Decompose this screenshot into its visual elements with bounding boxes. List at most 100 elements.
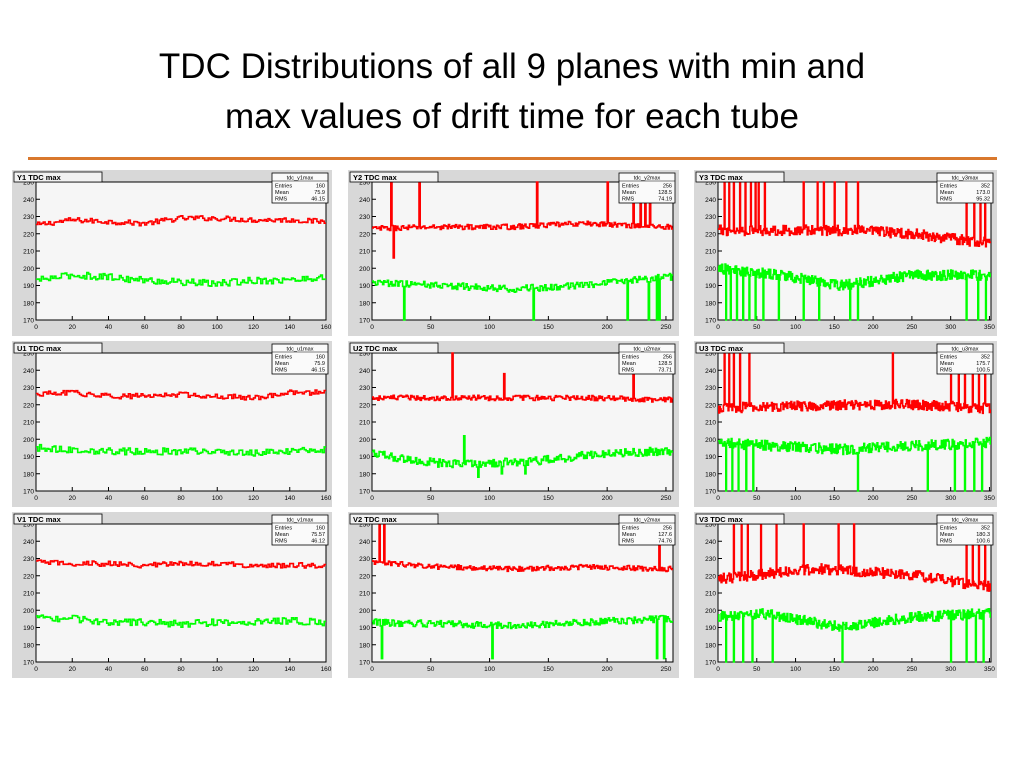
- y-tick-label: 170: [359, 660, 370, 667]
- stats-label: Entries: [940, 526, 957, 532]
- stats-value: 256: [663, 526, 672, 532]
- x-tick-label: 200: [868, 324, 879, 331]
- x-tick-label: 150: [829, 666, 840, 673]
- y-tick-label: 220: [359, 402, 370, 409]
- histogram-svg: 170 180 190 200 210 220 230 240 250 0 50 100 150 200 2…: [695, 513, 995, 673]
- stats-label: Entries: [622, 184, 639, 190]
- stats-label: RMS: [622, 197, 635, 203]
- histogram-title: V2 TDC max: [349, 513, 439, 525]
- title-box: [13, 171, 103, 183]
- max-series-line: [372, 352, 673, 403]
- stats-box-frame: [936, 514, 994, 546]
- min-series-line: [36, 614, 326, 628]
- min-series-line: [718, 608, 991, 663]
- min-series-line: [718, 436, 991, 492]
- y-tick-label: 170: [23, 318, 34, 325]
- x-tick-label: 350: [984, 495, 995, 502]
- stats-value: 46.15: [311, 368, 325, 374]
- y-tick-label: 220: [359, 231, 370, 238]
- y-tick-label: 220: [23, 231, 34, 238]
- y-tick-label: 210: [359, 591, 370, 598]
- y-tick-label: 240: [359, 368, 370, 375]
- max-series-line: [718, 523, 991, 592]
- y-tick-label: 190: [705, 625, 716, 632]
- x-tick-label: 250: [906, 666, 917, 673]
- x-tick-label: 200: [602, 324, 613, 331]
- histogram-title-text: V3 TDC max: [699, 515, 744, 524]
- stats-label: Entries: [275, 526, 292, 532]
- x-tick-label: 250: [661, 495, 672, 502]
- stats-box: tdc_y3max Entries 352 Mean 173.0 RMS 95.32: [936, 172, 994, 204]
- stats-value: 74.19: [658, 197, 672, 203]
- stats-value: 352: [981, 526, 990, 532]
- slide-title: TDC Distributions of all 9 planes with m…: [0, 42, 1024, 142]
- x-tick-label: 150: [543, 324, 554, 331]
- min-series-line: [372, 614, 673, 660]
- x-tick-label: 0: [34, 495, 38, 502]
- histogram-svg: 170 180 190 200 210 220 230 240 250 0 50 100 150 200 2…: [695, 342, 995, 502]
- x-tick-label: 150: [543, 666, 554, 673]
- y-tick-label: 210: [705, 420, 716, 427]
- max-series-line: [718, 181, 991, 248]
- x-tick-label: 40: [105, 495, 113, 502]
- y-tick-label: 250: [705, 180, 716, 187]
- histogram-title-text: Y3 TDC max: [699, 173, 744, 182]
- x-tick-label: 100: [212, 666, 223, 673]
- stats-value: 46.15: [311, 197, 325, 203]
- x-tick-label: 50: [427, 666, 435, 673]
- y-tick-label: 240: [359, 197, 370, 204]
- x-tick-label: 0: [370, 324, 374, 331]
- y-tick-label: 230: [23, 214, 34, 221]
- histogram-title: U3 TDC max: [695, 342, 785, 354]
- stats-label: RMS: [275, 539, 288, 545]
- x-tick-label: 50: [753, 495, 761, 502]
- stats-box: tdc_u1max Entries 160 Mean 75.9 RMS 46.15: [271, 343, 329, 375]
- y-tick-label: 210: [23, 591, 34, 598]
- y-tick-label: 170: [359, 489, 370, 496]
- stats-box: tdc_u3max Entries 352 Mean 175.7 RMS 100.5: [936, 343, 994, 375]
- y-tick-label: 220: [359, 573, 370, 580]
- histogram-title-text: Y2 TDC max: [353, 173, 398, 182]
- y-tick-label: 190: [23, 283, 34, 290]
- stats-value: 173.0: [976, 190, 990, 196]
- stats-name: tdc_u2max: [634, 347, 661, 353]
- plot-area: [371, 181, 674, 321]
- stats-box-frame: [271, 343, 329, 375]
- max-series-line: [372, 523, 673, 573]
- stats-label: Entries: [622, 355, 639, 361]
- x-tick-label: 300: [945, 666, 956, 673]
- stats-box: tdc_v2max Entries 256 Mean 127.6 RMS 74.76: [618, 514, 676, 546]
- y-tick-label: 200: [23, 266, 34, 273]
- stats-value: 160: [316, 526, 325, 532]
- x-tick-label: 100: [484, 666, 495, 673]
- y-tick-label: 190: [23, 625, 34, 632]
- stats-label: Mean: [275, 190, 289, 196]
- x-tick-label: 20: [69, 666, 77, 673]
- y-tick-label: 180: [23, 471, 34, 478]
- x-tick-label: 150: [829, 324, 840, 331]
- x-tick-label: 120: [248, 495, 259, 502]
- x-tick-label: 0: [716, 324, 720, 331]
- y-tick-label: 230: [23, 556, 34, 563]
- title-divider: [28, 157, 997, 160]
- stats-value: 160: [316, 184, 325, 190]
- x-tick-label: 140: [284, 495, 295, 502]
- y-tick-label: 200: [359, 437, 370, 444]
- histogram-panel: 170 180 190 200 210 220 230 240 250 0 50 100 150 200 2…: [694, 341, 997, 507]
- stats-box-frame: [618, 514, 676, 546]
- y-tick-label: 190: [359, 625, 370, 632]
- stats-value: 127.6: [658, 532, 672, 538]
- y-tick-label: 250: [359, 180, 370, 187]
- y-tick-label: 200: [23, 437, 34, 444]
- stats-value: 46.12: [311, 539, 325, 545]
- y-tick-label: 240: [705, 539, 716, 546]
- y-tick-label: 180: [23, 300, 34, 307]
- y-tick-label: 240: [23, 368, 34, 375]
- plot-area: [717, 352, 992, 492]
- x-tick-label: 50: [753, 666, 761, 673]
- max-series-line: [718, 352, 991, 415]
- min-series-line: [372, 272, 673, 321]
- stats-label: RMS: [940, 539, 953, 545]
- y-tick-label: 190: [359, 283, 370, 290]
- stats-label: Mean: [940, 190, 954, 196]
